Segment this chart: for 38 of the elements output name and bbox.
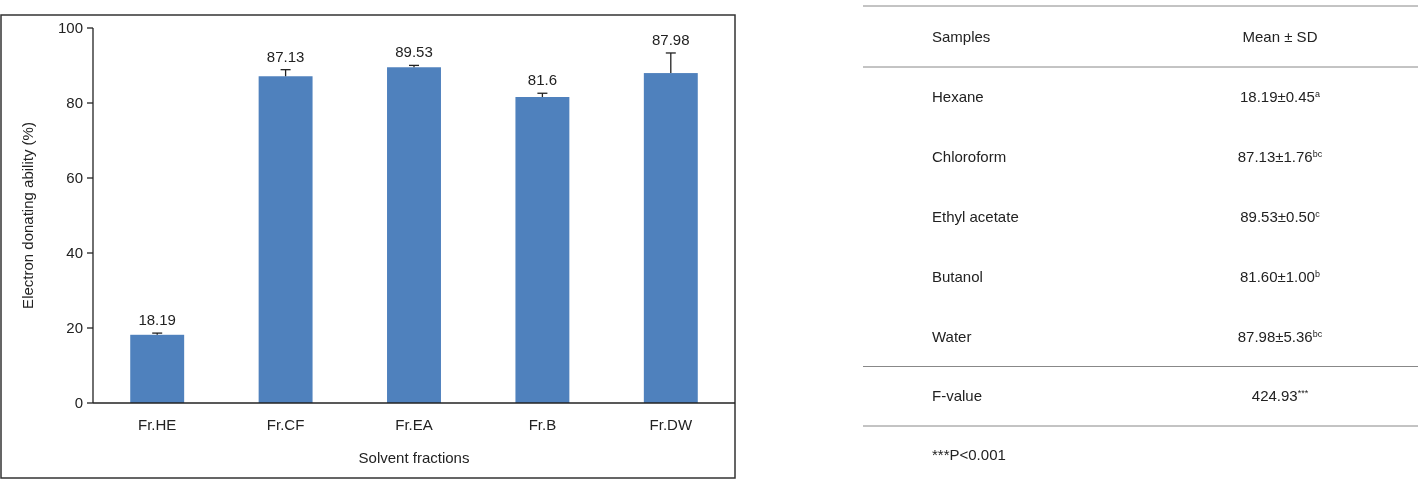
bar — [515, 97, 570, 403]
text: 87.13±1.76$^{bc}$ — [1237, 148, 1323, 166]
data-label: 87.13 — [266, 47, 305, 65]
y-axis-title: Electron donating ability (%) — [19, 122, 36, 309]
text: Ethyl acetate — [932, 208, 1019, 226]
text: Water — [932, 328, 972, 346]
y-tick-label: 0 — [74, 394, 83, 412]
text: Hexane — [932, 88, 984, 106]
y-tick-label: 40 — [66, 244, 83, 262]
bar — [387, 67, 441, 403]
data-label: 18.19 — [138, 311, 176, 329]
text: Mean ± SD — [1242, 28, 1318, 46]
y-tick-label: 20 — [66, 319, 83, 337]
text: ***P<0.001 — [932, 446, 1006, 464]
text: F-value — [932, 387, 983, 405]
data-label: 87.98 — [652, 30, 690, 48]
text: Samples — [932, 28, 991, 46]
text: 18.19±0.45$^{a}$ — [1240, 88, 1320, 106]
x-axis-title: Solvent fractions — [358, 449, 470, 466]
text: 424.93$^{***}$ — [1251, 387, 1309, 405]
x-tick-label: Fr.B — [528, 416, 557, 433]
bar — [643, 73, 698, 403]
text: 81.60±1.00$^{b}$ — [1240, 268, 1320, 286]
x-tick-label: Fr.CF — [266, 416, 305, 433]
x-tick-label: Fr.EA — [395, 416, 433, 433]
text: 87.98±5.36$^{bc}$ — [1237, 328, 1323, 346]
text: Butanol — [932, 268, 983, 286]
text: 89.53±0.50$^{c}$ — [1240, 208, 1321, 226]
text: Chloroform — [932, 148, 1007, 166]
data-label: 89.53 — [395, 43, 433, 61]
data-label: 81.6 — [527, 71, 557, 89]
bar — [258, 76, 313, 403]
x-tick-label: Fr.HE — [138, 416, 177, 433]
y-tick-label: 80 — [66, 94, 83, 112]
y-tick-label: 60 — [66, 169, 83, 187]
bar — [130, 334, 185, 403]
y-tick-label: 100 — [57, 19, 83, 37]
x-tick-label: Fr.DW — [649, 416, 693, 433]
